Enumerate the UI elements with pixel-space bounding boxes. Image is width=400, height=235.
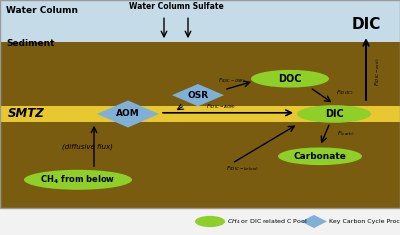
Text: Carbonate: Carbonate [294,152,346,161]
Ellipse shape [24,170,132,190]
Text: (diffusive flux): (diffusive flux) [62,144,113,150]
Ellipse shape [251,70,329,87]
Text: $F_{(DOC)}$: $F_{(DOC)}$ [336,89,354,97]
Ellipse shape [195,216,225,227]
Ellipse shape [297,105,371,123]
Ellipse shape [278,148,362,165]
Text: OSR: OSR [188,91,208,100]
Text: Sediment: Sediment [6,39,54,48]
Text: $CH_4$ or DIC related C Pool: $CH_4$ or DIC related C Pool [227,217,307,226]
Text: SMTZ: SMTZ [8,107,45,121]
Polygon shape [301,215,327,228]
Text: Water Column: Water Column [6,6,78,15]
Bar [0,106,400,122]
Text: AOM: AOM [116,110,140,118]
Polygon shape [172,84,224,106]
Text: $\mathbf{CH_4}$ from below: $\mathbf{CH_4}$ from below [40,173,116,186]
Text: Key Carbon Cycle Processes: Key Carbon Cycle Processes [329,219,400,224]
Bar [0,42,400,208]
Text: DIC: DIC [351,17,381,32]
Text: $F_{(DIC-OSR)}$: $F_{(DIC-OSR)}$ [218,77,246,85]
Bar [0,0,400,208]
Text: $F_{(DIC-exit)}$: $F_{(DIC-exit)}$ [374,58,382,86]
Text: $F_{(DIC-AOM)}$: $F_{(DIC-AOM)}$ [206,103,236,111]
Bar [0,208,400,235]
Bar [0,0,400,42]
Text: DIC: DIC [325,109,343,119]
Polygon shape [97,101,159,127]
Text: $F_{(carb)}$: $F_{(carb)}$ [337,130,354,138]
Text: $F_{(DIC-below)}$: $F_{(DIC-below)}$ [226,164,259,173]
Text: DOC: DOC [278,74,302,84]
Text: Water Column Sulfate: Water Column Sulfate [129,2,223,11]
